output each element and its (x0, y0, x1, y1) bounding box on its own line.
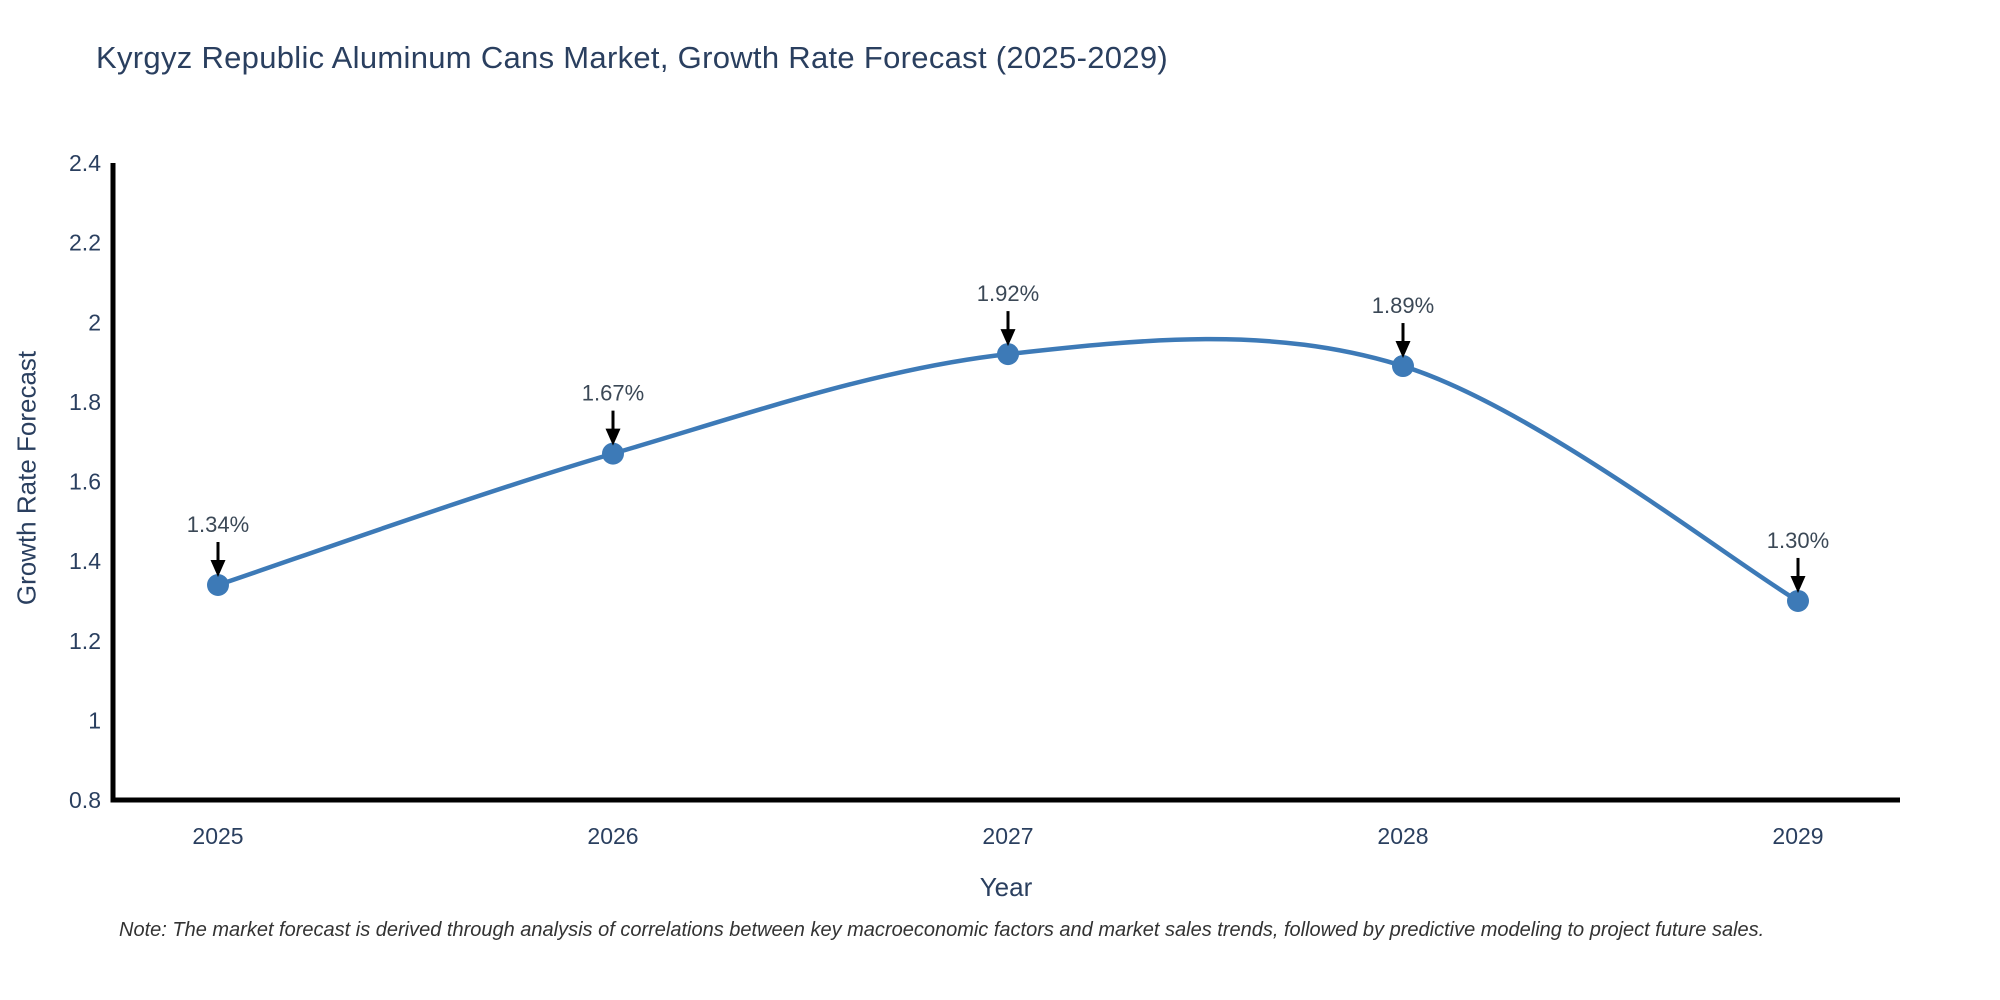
data-point-marker (602, 442, 624, 465)
y-tick-label: 1.6 (69, 469, 101, 495)
point-annotation-label: 1.34% (187, 512, 249, 537)
x-tick-label: 2029 (1772, 823, 1823, 849)
x-tick-label: 2028 (1377, 823, 1428, 849)
x-tick-label: 2027 (982, 823, 1033, 849)
y-tick-label: 0.8 (69, 787, 101, 813)
y-tick-label: 1.8 (69, 389, 101, 415)
data-point-marker (207, 574, 229, 597)
point-annotation-label: 1.89% (1372, 293, 1434, 318)
annotation-arrow-head (605, 428, 621, 446)
y-tick-label: 1 (88, 707, 101, 733)
y-tick-label: 1.4 (69, 548, 101, 574)
axis-lines (110, 163, 1900, 803)
footnote: Note: The market forecast is derived thr… (119, 919, 1765, 941)
point-annotation-label: 1.92% (977, 281, 1039, 306)
chart-title: Kyrgyz Republic Aluminum Cans Market, Gr… (96, 40, 1168, 75)
data-point-marker (997, 343, 1019, 366)
point-annotation-label: 1.67% (582, 381, 644, 406)
data-point-marker (1392, 355, 1414, 378)
y-tick-label: 2 (88, 309, 101, 335)
y-tick-label: 2.4 (69, 150, 101, 176)
forecast-line (215, 336, 1801, 604)
annotation-arrow-head (210, 560, 226, 578)
y-tick-label: 1.2 (69, 628, 101, 654)
annotation-arrow-head (1790, 575, 1806, 593)
annotation-arrow-head (1000, 329, 1016, 347)
x-tick-label: 2026 (587, 823, 638, 849)
data-point-marker (1787, 589, 1809, 612)
point-annotation-label: 1.30% (1767, 528, 1829, 553)
y-tick-label: 2.2 (69, 230, 101, 256)
x-tick-label: 2025 (192, 823, 243, 849)
annotation-arrow-head (1395, 341, 1411, 359)
x-axis-title: Year (979, 872, 1033, 902)
